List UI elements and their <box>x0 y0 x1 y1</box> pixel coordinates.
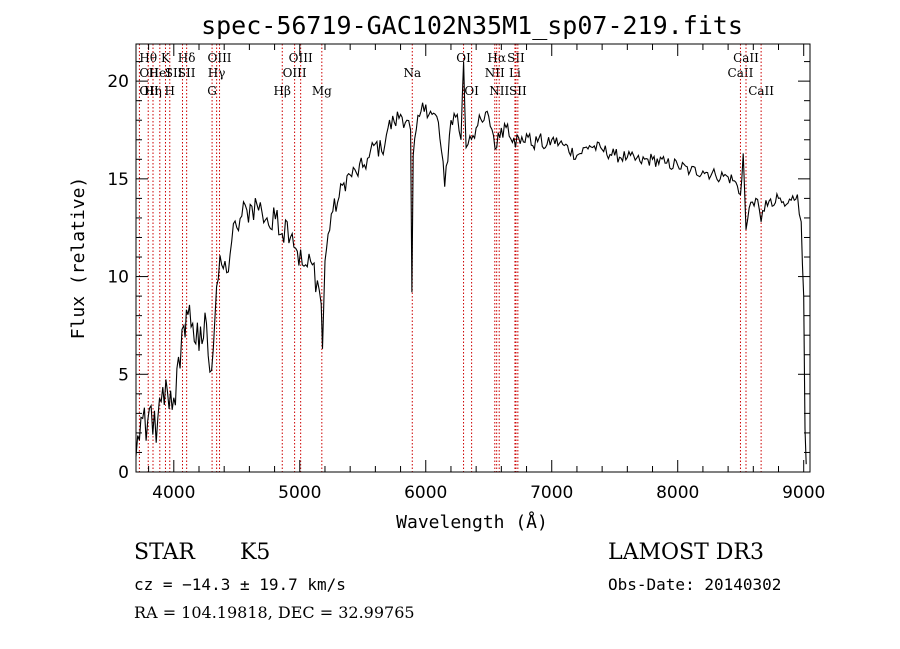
y-axis-ticks: 0 5 10 15 20 <box>107 61 810 483</box>
spectrum-line <box>135 61 807 465</box>
y-tick-label: 5 <box>118 365 129 385</box>
line-marker-label: NII <box>489 84 509 98</box>
chart-title: spec-56719-GAC102N35M1_sp07-219.fits <box>201 11 743 40</box>
line-marker-label: H <box>165 84 175 98</box>
line-marker-label: K <box>161 51 171 65</box>
line-marker-label: OI <box>464 84 479 98</box>
emission-line-markers: HθOIIOIIHηHeIKHSIIHδSIIGHγOIIIHβOIIIOIII… <box>138 44 774 472</box>
x-tick-label: 9000 <box>782 483 825 503</box>
line-marker-label: Li <box>509 66 521 80</box>
line-marker-label: Na <box>403 66 421 80</box>
y-axis-label: Flux (relative) <box>68 177 89 340</box>
x-tick-label: 4000 <box>152 483 195 503</box>
redshift-value: cz = −14.3 ± 19.7 km/s <box>134 575 346 594</box>
coordinates: RA = 104.19818, DEC = 32.99765 <box>134 603 415 622</box>
line-marker-label: SII <box>178 66 196 80</box>
line-marker-label: SII <box>165 66 183 80</box>
line-marker-label: OIII <box>289 51 313 65</box>
line-marker-label: Hη <box>144 84 162 98</box>
x-tick-label: 8000 <box>656 483 699 503</box>
plot-frame <box>135 43 811 473</box>
line-marker-label: Hβ <box>274 84 291 98</box>
line-marker-label: OII <box>139 84 159 98</box>
line-marker-label: CaII <box>748 84 774 98</box>
x-axis-label: Wavelength (Å) <box>396 511 548 533</box>
line-marker-label: OIII <box>207 51 231 65</box>
object-class: STAR <box>134 540 195 565</box>
y-tick-label: 20 <box>107 72 129 92</box>
line-marker-label: CaII <box>728 66 754 80</box>
line-marker-label: CaII <box>733 51 759 65</box>
line-marker-label: Hθ <box>139 51 157 65</box>
line-marker-label: OI <box>456 51 471 65</box>
line-marker-label: OIII <box>283 66 307 80</box>
survey-name: LAMOST DR3 <box>608 540 764 565</box>
observation-date: Obs-Date: 20140302 <box>608 575 782 594</box>
object-subclass: K5 <box>240 540 271 565</box>
line-marker-label: G <box>207 84 217 98</box>
x-tick-label: 6000 <box>404 483 447 503</box>
line-marker-label: OII <box>139 66 159 80</box>
line-marker-label: Hδ <box>178 51 196 65</box>
x-axis-ticks: 4000 5000 6000 7000 8000 9000 <box>148 44 825 503</box>
line-marker-label: Mg <box>312 84 332 98</box>
line-marker-label: Hγ <box>208 66 226 80</box>
x-tick-label: 5000 <box>278 483 321 503</box>
line-marker-label: NII <box>485 66 505 80</box>
x-tick-label: 7000 <box>530 483 573 503</box>
y-tick-label: 10 <box>107 268 129 288</box>
line-marker-label: SII <box>509 84 527 98</box>
line-marker-label: Hα <box>487 51 506 65</box>
y-tick-label: 15 <box>107 170 129 190</box>
line-marker-label: SII <box>507 51 525 65</box>
y-tick-label: 0 <box>118 463 129 483</box>
